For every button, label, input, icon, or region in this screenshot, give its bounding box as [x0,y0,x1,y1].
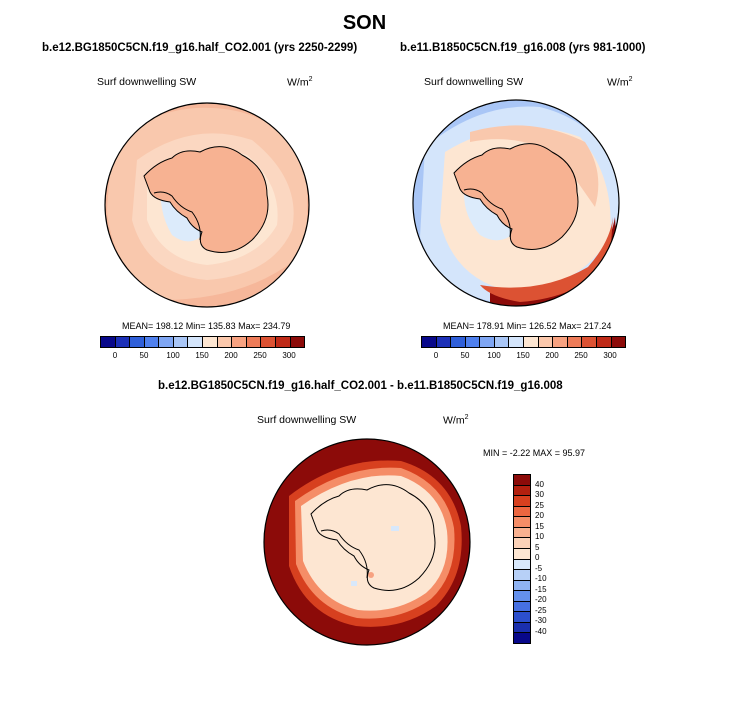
cbar-2-label: 200 [545,351,559,360]
panel-1-stats: MEAN= 198.12 Min= 135.83 Max= 234.79 [122,321,291,331]
colorbar-swatch [261,337,276,347]
panel-2-polar-map [412,99,620,307]
cbar-2-label: 150 [516,351,530,360]
cbar-2-label: 100 [487,351,501,360]
colorbar-swatch [514,622,530,634]
colorbar-swatch [514,527,530,539]
panel-1-colorbar-labels: 0 50 100 150 200 250 300 [100,351,305,363]
colorbar-swatch [188,337,204,347]
colorbar-swatch [514,559,530,571]
panel-3-colorbar [513,474,531,644]
colorbar-swatch [582,337,597,347]
cbar-1-label: 300 [282,351,296,360]
colorbar-swatch [514,591,530,602]
colorbar-swatch [514,538,530,549]
panel-1-units: W/m2 [287,76,313,89]
colorbar-tick-label: 30 [535,490,544,499]
colorbar-tick-label: -10 [535,574,547,583]
season-title: SON [342,12,387,34]
colorbar-swatch [514,496,530,507]
cbar-1-label: 250 [253,351,267,360]
colorbar-swatch [480,337,495,347]
panel-3-stats: MIN = -2.22 MAX = 95.97 [483,448,586,458]
cbar-1-label: 150 [195,351,209,360]
colorbar-swatch [422,337,437,347]
panel-2-colorbar-labels: 0 50 100 150 200 250 300 [421,351,626,363]
colorbar-swatch [596,337,612,347]
colorbar-swatch [567,337,583,347]
colorbar-swatch [436,337,452,347]
colorbar-swatch [509,337,525,347]
cbar-1-label: 100 [166,351,180,360]
colorbar-tick-label: 25 [535,500,544,510]
cbar-2-label: 0 [433,351,439,360]
cbar-2-label: 250 [574,351,588,360]
colorbar-tick-label: 10 [535,532,544,541]
colorbar-swatch [514,580,530,592]
colorbar-swatch [203,337,218,347]
colorbar-swatch [514,485,530,497]
panel-1-colorbar [100,336,305,348]
colorbar-swatch [538,337,554,347]
colorbar-swatch [115,337,131,347]
colorbar-swatch [246,337,262,347]
colorbar-swatch [524,337,539,347]
panel-2-title: b.e11.B1850C5CN.f19_g16.008 (yrs 981-100… [400,42,646,54]
panel-3-title: b.e12.BG1850C5CN.f19_g16.half_CO2.001 - … [158,380,563,392]
colorbar-tick-label: -15 [535,584,547,594]
cbar-2-label: 300 [603,351,617,360]
panel-2-units: W/m2 [607,76,633,89]
colorbar-swatch [514,633,530,643]
colorbar-swatch [232,337,247,347]
cbar-1-label: 200 [224,351,238,360]
colorbar-tick-label: -5 [535,563,543,573]
cbar-1-label: 50 [139,351,149,360]
panel-3-polar-map [263,438,471,646]
cbar-2-label: 50 [460,351,470,360]
colorbar-tick-label: -20 [535,595,547,604]
colorbar-swatch [144,337,160,347]
colorbar-swatch [275,337,291,347]
colorbar-tick-label: -25 [535,605,547,615]
colorbar-swatch [514,475,530,486]
colorbar-tick-label: 40 [535,479,544,489]
colorbar-swatch [514,517,530,528]
colorbar-swatch [173,337,189,347]
colorbar-swatch [514,570,530,581]
cbar-1-label: 0 [112,351,118,360]
panel-2-stats: MEAN= 178.91 Min= 126.52 Max= 217.24 [443,321,612,331]
colorbar-swatch [217,337,233,347]
colorbar-swatch [514,506,530,518]
colorbar-swatch [290,337,305,347]
colorbar-swatch [611,337,626,347]
colorbar-swatch [494,337,510,347]
panel-1-variable: Surf downwelling SW [97,76,197,88]
panel-2-colorbar [421,336,626,348]
panel-2-variable: Surf downwelling SW [424,76,524,88]
colorbar-swatch [553,337,568,347]
colorbar-swatch [130,337,145,347]
colorbar-tick-label: 0 [535,553,540,562]
colorbar-swatch [465,337,481,347]
panel-1-title: b.e12.BG1850C5CN.f19_g16.half_CO2.001 (y… [42,42,358,54]
colorbar-swatch [514,548,530,560]
colorbar-swatch [514,612,530,623]
colorbar-tick-label: 15 [535,521,544,531]
colorbar-tick-label: 5 [535,542,540,552]
colorbar-tick-label: -30 [535,616,547,625]
colorbar-tick-label: 20 [535,511,544,520]
colorbar-swatch [159,337,174,347]
colorbar-swatch [451,337,466,347]
colorbar-tick-label: -40 [535,626,547,636]
panel-3-variable: Surf downwelling SW [257,414,357,426]
panel-1-polar-map [104,102,310,308]
panel-3-units: W/m2 [443,414,469,427]
colorbar-swatch [514,601,530,613]
panel-3-colorbar-labels: 40 30 25 20 15 10 5 0 -5 -10 -15 -20 -25 -30 -40 [535,474,565,642]
colorbar-swatch [101,337,116,347]
